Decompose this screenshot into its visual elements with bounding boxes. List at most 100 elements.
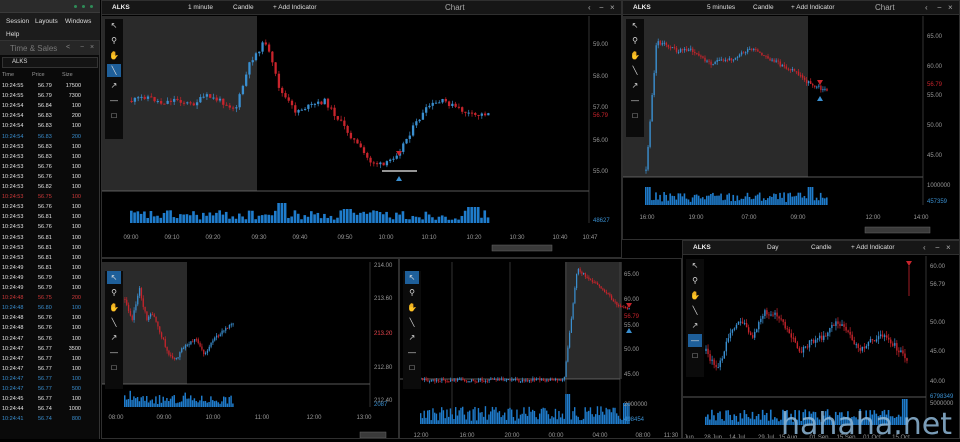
line-icon[interactable]: ╲ [632,66,638,75]
table-row[interactable]: 10:24:53 56.81 100 [0,234,99,243]
rectangle-icon[interactable]: □ [409,363,415,372]
rectangle-icon[interactable]: □ [692,351,698,360]
table-row[interactable]: 10:24:48 56.76 100 [0,324,99,333]
pan-hand-icon[interactable]: ✋ [109,303,119,312]
line-icon[interactable]: ╲ [107,64,121,77]
close-icon[interactable]: × [946,243,951,252]
minimize-icon[interactable]: − [935,243,940,252]
table-row[interactable]: 10:24:47 56.77 100 [0,375,99,384]
bottom-middle-chart-canvas[interactable]: 65.00 60.00 55.00 50.00 45.00 12:00 16:00 20:00… [400,259,682,439]
table-row[interactable]: 10:24:47 56.77 100 [0,355,99,364]
table-row[interactable]: 10:24:49 56.81 100 [0,264,99,273]
horizontal-line-icon[interactable]: — [408,348,416,357]
close-icon[interactable]: × [610,3,615,12]
table-row[interactable]: 10:24:53 56.81 100 [0,244,99,253]
interval-button[interactable]: Day [767,244,779,251]
horizontal-line-icon[interactable]: — [631,96,639,105]
symbol-input[interactable]: ALKS [2,57,98,68]
table-row[interactable]: 10:24:53 56.83 100 [0,143,99,152]
pan-hand-icon[interactable]: ✋ [630,51,640,60]
zoom-icon[interactable]: ⚲ [409,288,415,297]
table-row[interactable]: 10:24:53 56.82 100 [0,183,99,192]
add-indicator-button[interactable]: + Add Indicator [273,4,317,11]
table-row[interactable]: 10:24:47 56.77 3500 [0,345,99,354]
arrow-pointer-icon[interactable]: ↖ [107,271,121,284]
zoom-icon[interactable]: ⚲ [692,276,698,285]
chart-style-button[interactable]: Candle [753,4,774,11]
line-icon[interactable]: ╲ [692,306,698,315]
add-indicator-button[interactable]: + Add Indicator [791,4,835,11]
interval-button[interactable]: 5 minutes [707,4,736,11]
chart-symbol[interactable]: ALKS [633,4,651,11]
table-row[interactable]: 10:24:54 56.83 200 [0,133,99,142]
chart-style-button[interactable]: Candle [811,244,832,251]
menu-help[interactable]: Help [6,31,20,38]
pan-hand-icon[interactable]: ✋ [690,291,700,300]
table-row[interactable]: 10:24:48 56.75 200 [0,294,99,303]
arrow-pointer-icon[interactable]: ↖ [110,21,118,30]
pan-hand-icon[interactable]: ✋ [109,51,119,60]
table-row[interactable]: 10:24:54 56.84 100 [0,102,99,111]
rectangle-icon[interactable]: □ [111,111,117,120]
interval-button[interactable]: 1 minute [188,4,213,11]
pan-hand-icon[interactable]: ✋ [407,303,417,312]
chart-style-button[interactable]: Candle [233,4,254,11]
back-icon[interactable]: ‹ [923,243,926,252]
horizontal-line-icon[interactable]: — [110,348,118,357]
table-row[interactable]: 10:24:49 56.79 100 [0,274,99,283]
table-row[interactable]: 10:24:48 56.80 100 [0,304,99,313]
arrow-pointer-icon[interactable]: ↖ [631,21,639,30]
main-chart-canvas[interactable]: 59.00 58.00 57.00 56.00 55.00 09:00 09:10 09:20… [102,1,622,258]
menu-windows[interactable]: Windows [65,18,92,25]
table-row[interactable]: 10:24:53 56.81 100 [0,254,99,263]
table-row[interactable]: 10:24:41 56.74 800 [0,415,99,424]
table-row[interactable]: 10:24:47 56.77 500 [0,385,99,394]
arrow-line-icon[interactable]: ↗ [691,321,699,330]
table-row[interactable]: 10:24:47 56.77 100 [0,365,99,374]
chart-symbol[interactable]: ALKS [112,4,130,11]
table-row[interactable]: 10:24:44 56.74 1000 [0,405,99,414]
table-row[interactable]: 10:24:47 56.76 100 [0,335,99,344]
horizontal-line-icon[interactable]: — [688,334,702,347]
bottom-left-chart-canvas[interactable]: 214.00 213.60 213.20 212.80 212.40 08:00 09:00… [102,259,399,439]
close-icon[interactable]: × [948,3,953,12]
table-row[interactable]: 10:24:53 56.75 100 [0,193,99,202]
arrow-pointer-icon[interactable]: ↖ [691,261,699,270]
table-row[interactable]: 10:24:53 56.81 100 [0,213,99,222]
add-indicator-button[interactable]: + Add Indicator [851,244,895,251]
chart-symbol[interactable]: ALKS [693,244,711,251]
table-row[interactable]: 10:24:48 56.76 100 [0,314,99,323]
arrow-line-icon[interactable]: ↗ [110,81,118,90]
back-icon[interactable]: ‹ [588,3,591,12]
arrow-line-icon[interactable]: ↗ [408,333,416,342]
minimize-icon[interactable]: − [80,44,85,51]
arrow-line-icon[interactable]: ↗ [631,81,639,90]
zoom-icon[interactable]: ⚲ [632,36,638,45]
table-row[interactable]: 10:24:53 56.76 100 [0,163,99,172]
table-row[interactable]: 10:24:53 56.83 100 [0,153,99,162]
settings-icon[interactable]: < [66,44,71,51]
table-row[interactable]: 10:24:55 56.79 7300 [0,92,99,101]
rectangle-icon[interactable]: □ [111,363,117,372]
line-icon[interactable]: ╲ [111,318,117,327]
arrow-pointer-icon[interactable]: ↖ [405,271,419,284]
menu-session[interactable]: Session [6,18,30,25]
five-minute-chart-canvas[interactable]: 65.00 60.00 55.00 50.00 45.00 16:00 19:00 07:00… [623,1,960,240]
zoom-icon[interactable]: ⚲ [111,36,117,45]
table-row[interactable]: 10:24:53 56.76 100 [0,203,99,212]
table-row[interactable]: 10:24:54 56.83 100 [0,122,99,131]
table-row[interactable]: 10:24:45 56.77 100 [0,395,99,404]
menu-layouts[interactable]: Layouts [35,18,58,25]
table-row[interactable]: 10:24:53 56.76 100 [0,173,99,182]
minimize-icon[interactable]: − [937,3,942,12]
rectangle-icon[interactable]: □ [632,111,638,120]
minimize-icon[interactable]: − [599,3,604,12]
horizontal-line-icon[interactable]: — [110,96,118,105]
back-icon[interactable]: ‹ [925,3,928,12]
arrow-line-icon[interactable]: ↗ [110,333,118,342]
close-icon[interactable]: × [90,44,95,51]
zoom-icon[interactable]: ⚲ [111,288,117,297]
table-row[interactable]: 10:24:53 56.76 100 [0,223,99,232]
line-icon[interactable]: ╲ [409,318,415,327]
daily-chart-canvas[interactable]: 60.00 56.79 50.00 45.00 40.00 Jun 28 Jun 14 Jul… [683,241,960,439]
